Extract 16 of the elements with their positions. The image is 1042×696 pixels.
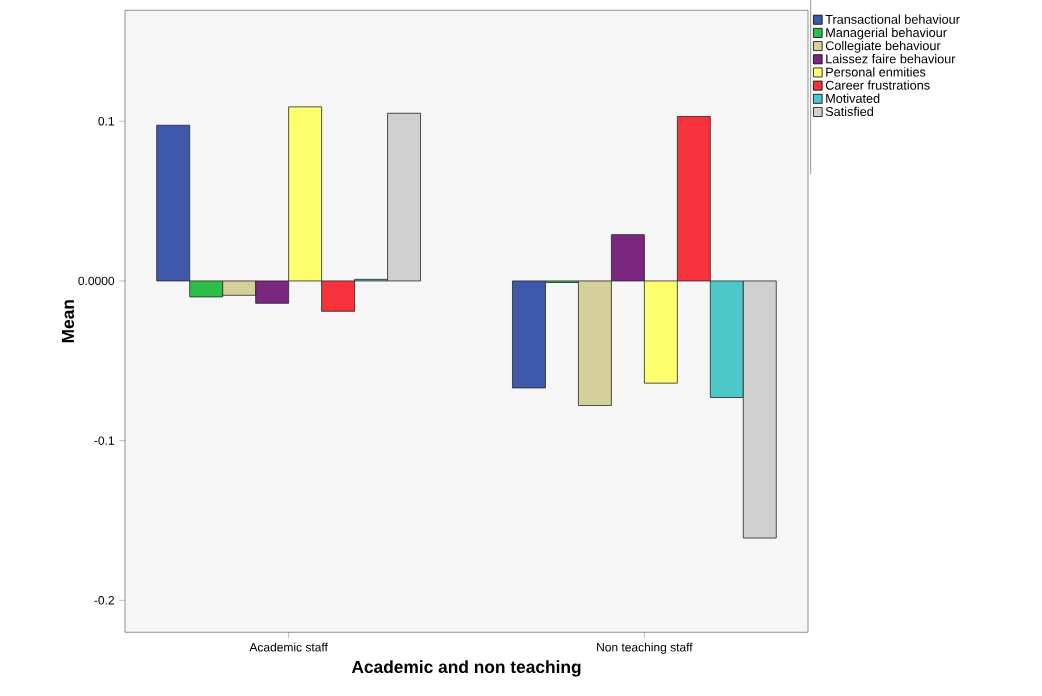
- legend-label: Career frustrations: [825, 80, 930, 90]
- y-tick-label: -0.2: [94, 595, 114, 605]
- y-tick-label: -0.1: [94, 436, 115, 445]
- legend-label: Personal enmities: [826, 67, 926, 77]
- x-tick-label: Academic staff: [249, 642, 328, 652]
- y-axis-title: Mean: [61, 300, 75, 343]
- legend-label: Laissez faire behaviour: [826, 53, 956, 64]
- legend-label: Collegiate behaviour: [825, 40, 941, 53]
- legend-label: Satisfied: [825, 106, 873, 116]
- legend-label: Managerial behaviour: [826, 27, 947, 40]
- y-tick-label: 0.0000: [78, 276, 115, 286]
- legend-label: Transactional behaviour: [825, 14, 960, 24]
- x-axis-title: Academic and non teaching: [351, 660, 581, 677]
- y-tick-label: 0.1: [98, 116, 115, 126]
- legend-label: Motivated: [826, 93, 880, 103]
- x-tick-label: Non teaching staff: [597, 642, 693, 654]
